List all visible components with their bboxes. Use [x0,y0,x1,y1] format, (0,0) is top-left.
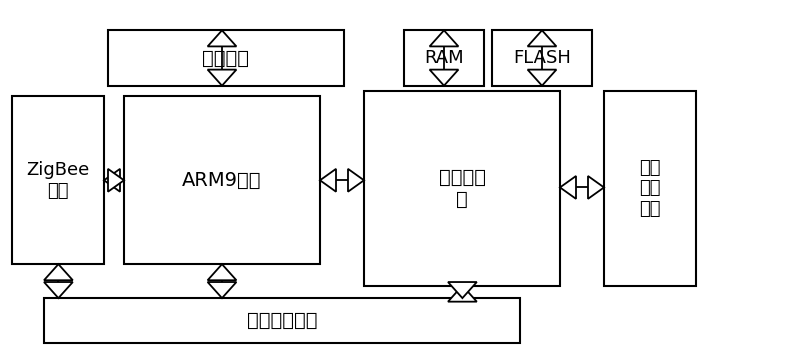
Polygon shape [560,176,576,199]
Polygon shape [588,176,604,199]
Bar [364,91,560,286]
Polygon shape [448,286,477,302]
Polygon shape [104,169,120,192]
Polygon shape [430,30,458,46]
Bar [492,30,592,86]
Text: 通信控制
器: 通信控制 器 [438,168,486,209]
Polygon shape [208,30,237,46]
Text: 模拟接口: 模拟接口 [202,49,250,67]
Polygon shape [44,264,73,280]
Polygon shape [320,169,336,192]
Text: 低压保护模块: 低压保护模块 [246,311,318,330]
Bar [12,96,104,264]
Bar [404,30,484,86]
Polygon shape [208,264,237,280]
Polygon shape [108,169,124,192]
Polygon shape [348,169,364,192]
Polygon shape [528,30,557,46]
Bar [604,91,696,286]
Text: ARM9模块: ARM9模块 [182,171,262,190]
Polygon shape [208,70,237,86]
Text: FLASH: FLASH [513,49,571,67]
Bar [44,298,520,343]
Polygon shape [44,282,73,298]
Polygon shape [430,70,458,86]
Polygon shape [208,282,237,298]
Polygon shape [528,70,557,86]
Bar [108,30,344,86]
Bar [124,96,320,264]
Text: 媒介
访问
单元: 媒介 访问 单元 [639,159,661,218]
Text: RAM: RAM [424,49,464,67]
Text: ZigBee
模块: ZigBee 模块 [26,161,90,200]
Polygon shape [448,282,477,298]
